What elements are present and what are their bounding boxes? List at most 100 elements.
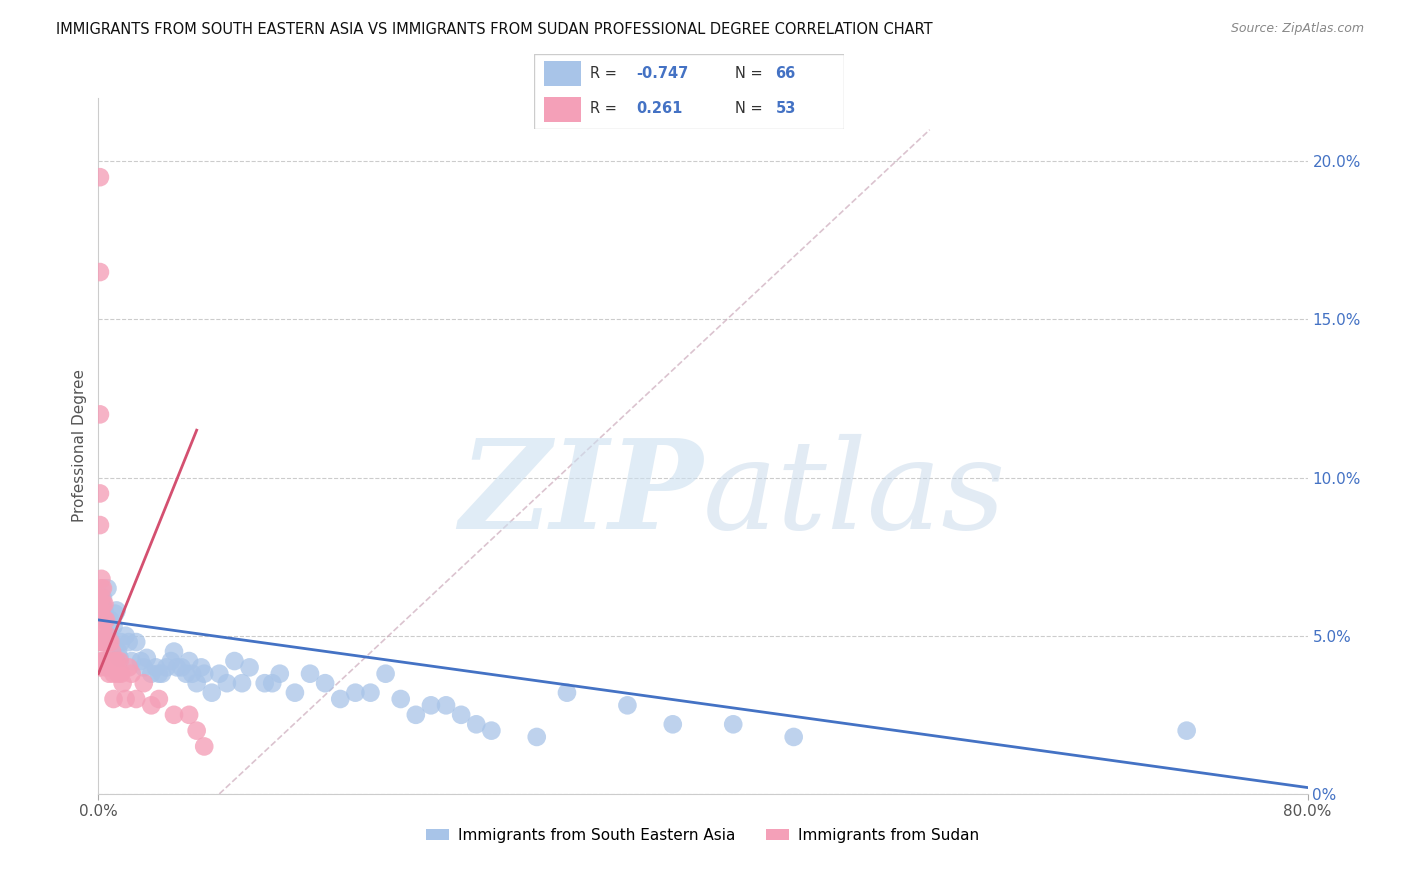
- Point: [420, 698, 443, 713]
- Point: [91, 623, 114, 637]
- Point: [215, 676, 238, 690]
- Point: [181, 666, 204, 681]
- Point: [110, 635, 132, 649]
- Point: [201, 686, 224, 700]
- Point: [114, 692, 136, 706]
- Point: [1175, 723, 1198, 738]
- Point: [121, 666, 143, 681]
- Point: [91, 654, 114, 668]
- Point: [90, 654, 112, 668]
- Point: [89, 170, 111, 185]
- Point: [148, 666, 170, 681]
- Point: [89, 486, 111, 500]
- Point: [90, 623, 112, 637]
- Point: [94, 635, 117, 649]
- Point: [132, 676, 155, 690]
- Point: [616, 698, 638, 713]
- Point: [93, 597, 115, 611]
- Point: [90, 635, 112, 649]
- Point: [150, 666, 173, 681]
- Point: [101, 644, 124, 658]
- Point: [108, 651, 131, 665]
- Text: Source: ZipAtlas.com: Source: ZipAtlas.com: [1230, 22, 1364, 36]
- Point: [129, 654, 152, 668]
- Text: N =: N =: [735, 102, 768, 116]
- Point: [89, 518, 111, 533]
- Point: [91, 635, 114, 649]
- Point: [132, 660, 155, 674]
- Point: [89, 660, 111, 674]
- Point: [405, 707, 427, 722]
- Point: [450, 707, 472, 722]
- Text: IMMIGRANTS FROM SOUTH EASTERN ASIA VS IMMIGRANTS FROM SUDAN PROFESSIONAL DEGREE : IMMIGRANTS FROM SOUTH EASTERN ASIA VS IM…: [56, 22, 932, 37]
- Point: [145, 660, 167, 674]
- Point: [98, 635, 121, 649]
- Point: [93, 603, 115, 617]
- Point: [344, 686, 367, 700]
- Point: [108, 654, 131, 668]
- Point: [179, 654, 201, 668]
- Point: [329, 692, 352, 706]
- Point: [103, 692, 125, 706]
- Point: [91, 591, 114, 605]
- Point: [94, 613, 117, 627]
- Legend: Immigrants from South Eastern Asia, Immigrants from Sudan: Immigrants from South Eastern Asia, Immi…: [420, 822, 986, 849]
- Point: [783, 730, 806, 744]
- FancyBboxPatch shape: [534, 54, 844, 129]
- Point: [89, 613, 111, 627]
- Point: [166, 660, 188, 674]
- Text: R =: R =: [591, 102, 626, 116]
- Point: [89, 408, 111, 422]
- Point: [121, 654, 143, 668]
- Point: [262, 676, 284, 690]
- Point: [103, 654, 125, 668]
- Point: [555, 686, 578, 700]
- Point: [170, 660, 193, 674]
- Point: [193, 739, 215, 754]
- Point: [94, 660, 117, 674]
- Point: [105, 654, 128, 668]
- Point: [93, 613, 115, 627]
- Point: [434, 698, 457, 713]
- Point: [90, 572, 112, 586]
- Point: [284, 686, 307, 700]
- Point: [465, 717, 488, 731]
- Point: [186, 723, 208, 738]
- Point: [141, 698, 163, 713]
- Point: [174, 666, 197, 681]
- Point: [163, 644, 186, 658]
- Text: 66: 66: [776, 67, 796, 81]
- Point: [155, 660, 177, 674]
- Point: [103, 619, 125, 633]
- Point: [208, 666, 231, 681]
- Point: [114, 629, 136, 643]
- Point: [89, 635, 111, 649]
- Point: [190, 660, 212, 674]
- Point: [104, 607, 127, 621]
- Point: [526, 730, 548, 744]
- Point: [224, 654, 246, 668]
- Point: [125, 692, 148, 706]
- Point: [314, 676, 336, 690]
- Point: [107, 644, 129, 658]
- Point: [98, 666, 121, 681]
- Point: [299, 666, 322, 681]
- Point: [135, 651, 157, 665]
- Point: [661, 717, 683, 731]
- Point: [100, 613, 122, 627]
- Point: [90, 597, 112, 611]
- Text: ZIP: ZIP: [460, 434, 703, 556]
- Point: [93, 654, 115, 668]
- Point: [141, 666, 163, 681]
- Point: [98, 629, 121, 643]
- Point: [103, 666, 125, 681]
- Text: N =: N =: [735, 67, 768, 81]
- Point: [163, 707, 186, 722]
- Text: 0.261: 0.261: [637, 102, 683, 116]
- Point: [96, 582, 118, 596]
- Point: [90, 582, 112, 596]
- Point: [481, 723, 503, 738]
- Point: [91, 597, 114, 611]
- Point: [374, 666, 396, 681]
- Point: [148, 692, 170, 706]
